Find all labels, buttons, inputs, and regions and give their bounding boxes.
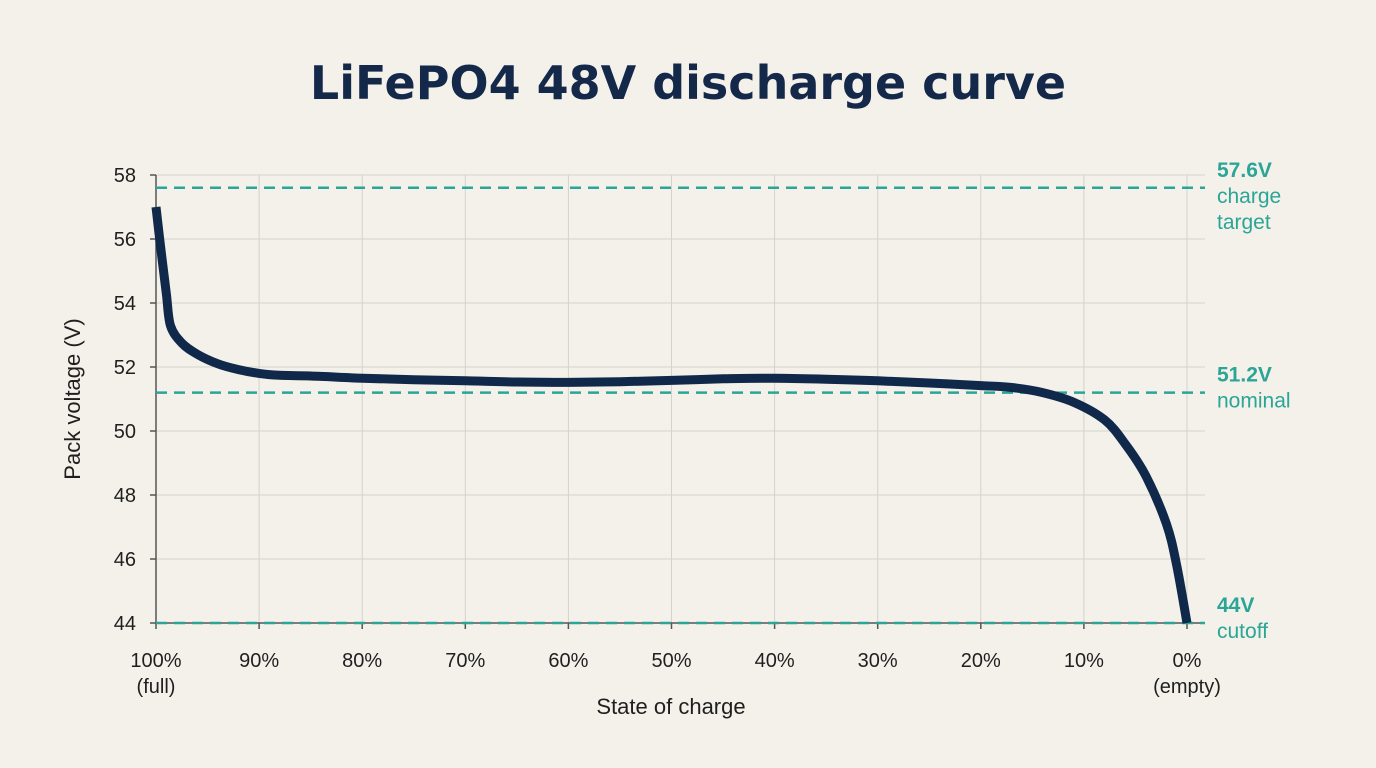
chart-title: LiFePO4 48V discharge curve [310,56,1066,110]
y-axis-ticks: 44 46 48 50 52 54 56 58 [114,165,156,635]
reference-text-label: nominal [1217,390,1291,413]
reference-lines: 57.6V charge target 51.2V nominal 44V cutoff [156,159,1291,643]
x-tick-label: 20% [961,650,1001,672]
x-tick-sublabel: (empty) [1153,676,1221,698]
x-tick-label: 50% [651,650,691,672]
grid-lines [155,174,1205,624]
x-tick-label: 60% [548,650,588,672]
reference-text-label: target [1217,211,1271,234]
x-tick-label: 0% [1173,650,1202,672]
x-tick-label: 70% [445,650,485,672]
y-tick-label: 44 [114,613,136,635]
x-tick-label: 10% [1064,650,1104,672]
x-axis-ticks: 100% (full) 90% 80% 70% 60% 50% 40% 30% 20% 10% 0% (… [130,623,1221,698]
series-line-discharge [151,206,1192,624]
x-tick-label: 30% [858,650,898,672]
y-axis-label: Pack voltage (V) [60,318,85,479]
x-tick-label: 100% [130,650,181,672]
y-tick-label: 52 [114,357,136,379]
reference-text-label: cutoff [1217,620,1268,643]
reference-text-label: charge [1217,185,1281,208]
x-tick-label: 90% [239,650,279,672]
reference-value-label: 44V [1217,594,1254,617]
y-tick-label: 54 [114,293,136,315]
series-layer [151,206,1192,624]
x-tick-label: 80% [342,650,382,672]
y-tick-label: 46 [114,549,136,571]
reference-value-label: 57.6V [1217,159,1272,182]
y-tick-label: 50 [114,421,136,443]
reference-value-label: 51.2V [1217,364,1272,387]
x-axis-label: State of charge [596,694,745,719]
x-tick-sublabel: (full) [137,676,176,698]
x-tick-label: 40% [755,650,795,672]
y-tick-label: 48 [114,485,136,507]
y-tick-label: 58 [114,165,136,187]
y-tick-label: 56 [114,229,136,251]
